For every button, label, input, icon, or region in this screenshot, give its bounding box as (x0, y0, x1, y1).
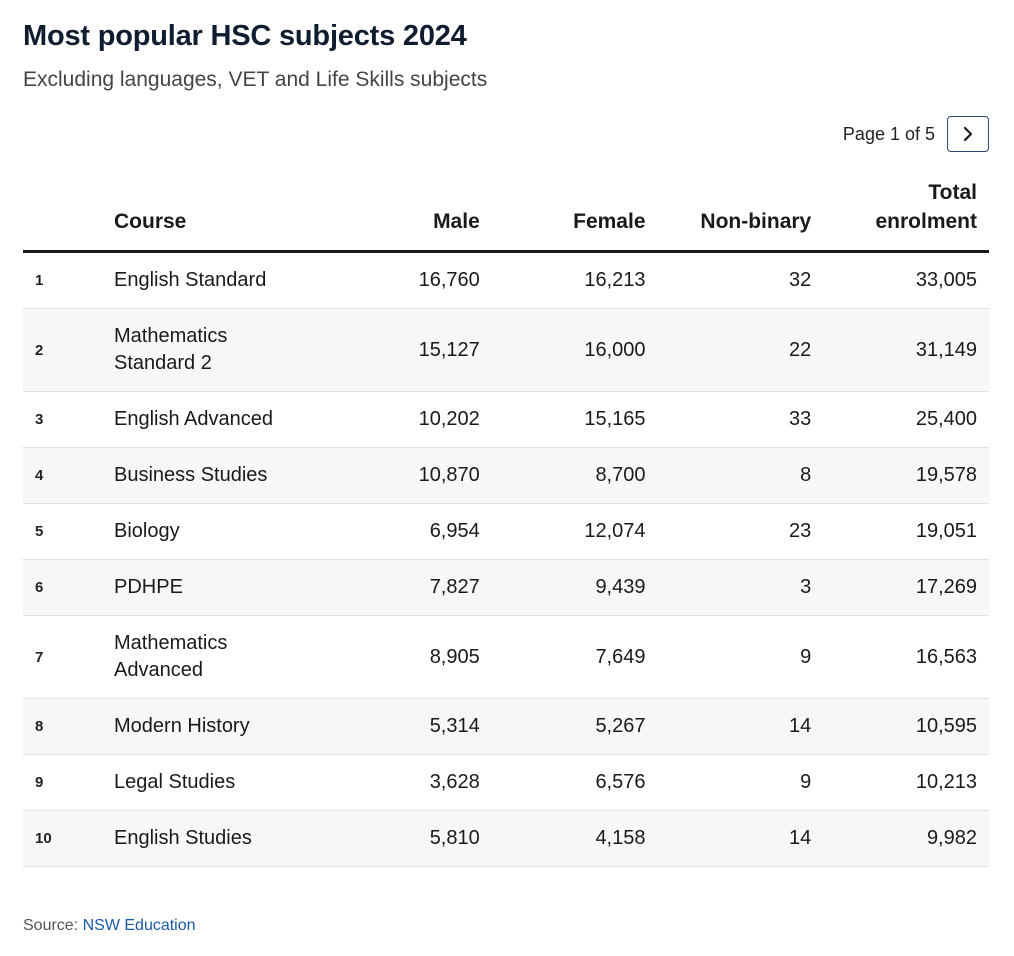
male-cell: 5,314 (326, 698, 492, 755)
rank-cell: 4 (23, 447, 90, 504)
page-indicator: Page 1 of 5 (842, 123, 935, 144)
course-cell: Biology (90, 503, 326, 560)
nonbinary-cell: 14 (657, 698, 824, 755)
table-row: 9 Legal Studies 3,628 6,576 9 10,213 (23, 754, 989, 811)
female-cell: 7,649 (491, 615, 658, 699)
rank-cell: 10 (23, 810, 90, 867)
rank-header (23, 178, 90, 253)
nonbinary-cell: 23 (657, 503, 824, 560)
chart-title: Most popular HSC subjects 2024 (23, 20, 467, 52)
female-cell: 8,700 (491, 447, 658, 504)
rank-cell: 1 (23, 251, 90, 309)
course-cell: Business Studies (90, 447, 326, 504)
chevron-right-icon (961, 126, 975, 142)
course-cell: English Studies (90, 810, 326, 867)
course-cell: Mathematics Advanced (90, 615, 326, 699)
rank-cell: 5 (23, 503, 90, 560)
female-cell: 4,158 (491, 810, 658, 867)
table-row: 10 English Studies 5,810 4,158 14 9,982 (23, 810, 989, 867)
nonbinary-cell: 32 (657, 251, 824, 309)
rank-cell: 7 (23, 615, 90, 699)
male-cell: 6,954 (326, 503, 492, 560)
total-header: Total enrolment (823, 178, 989, 253)
source-link[interactable]: NSW Education (82, 917, 196, 934)
table-row: 6 PDHPE 7,827 9,439 3 17,269 (23, 559, 989, 616)
total-cell: 17,269 (823, 559, 989, 616)
nonbinary-cell: 22 (657, 308, 824, 392)
table-row: 4 Business Studies 10,870 8,700 8 19,578 (23, 447, 989, 504)
female-cell: 9,439 (491, 559, 658, 616)
female-cell: 16,213 (491, 251, 658, 309)
pagination: Page 1 of 5 (843, 116, 989, 152)
rank-cell: 6 (23, 559, 90, 616)
next-page-button[interactable] (947, 116, 989, 152)
total-cell: 33,005 (823, 251, 989, 309)
source-label: Source: (23, 917, 79, 934)
total-cell: 16,563 (823, 615, 989, 699)
total-cell: 10,595 (823, 698, 989, 755)
nonbinary-cell: 8 (657, 447, 824, 504)
nonbinary-cell: 9 (657, 615, 824, 699)
course-cell: English Advanced (90, 391, 326, 448)
course-cell: English Standard (90, 251, 326, 309)
male-cell: 10,870 (326, 447, 492, 504)
male-cell: 15,127 (326, 308, 492, 392)
chart-subtitle: Excluding languages, VET and Life Skills… (23, 68, 488, 91)
total-cell: 9,982 (823, 810, 989, 867)
total-header-label: Total enrolment (875, 181, 977, 233)
table-row: 1 English Standard 16,760 16,213 32 33,005 (23, 251, 989, 309)
subjects-table: Course Male Female Non-binary Total enro… (23, 178, 989, 867)
table-row: 5 Biology 6,954 12,074 23 19,051 (23, 503, 989, 560)
course-cell: Mathematics Standard 2 (90, 308, 326, 392)
male-cell: 5,810 (326, 810, 492, 867)
rank-cell: 9 (23, 754, 90, 811)
male-cell: 10,202 (326, 391, 492, 448)
nonbinary-cell: 14 (657, 810, 824, 867)
total-cell: 31,149 (823, 308, 989, 392)
female-cell: 12,074 (491, 503, 658, 560)
female-cell: 16,000 (491, 308, 658, 392)
rank-cell: 2 (23, 308, 90, 392)
rank-cell: 3 (23, 391, 90, 448)
course-cell: Modern History (90, 698, 326, 755)
table-row: 7 Mathematics Advanced 8,905 7,649 9 16,563 (23, 615, 989, 699)
nonbinary-cell: 9 (657, 754, 824, 811)
female-cell: 6,576 (491, 754, 658, 811)
rank-cell: 8 (23, 698, 90, 755)
table-row: 3 English Advanced 10,202 15,165 33 25,400 (23, 391, 989, 448)
female-cell: 15,165 (491, 391, 658, 448)
total-cell: 10,213 (823, 754, 989, 811)
male-cell: 3,628 (326, 754, 492, 811)
female-header: Female (491, 178, 658, 253)
nonbinary-header: Non-binary (657, 178, 824, 253)
male-cell: 8,905 (326, 615, 492, 699)
male-cell: 7,827 (326, 559, 492, 616)
table-body: 1 English Standard 16,760 16,213 32 33,005 2 Ma… (23, 251, 989, 867)
total-cell: 19,051 (823, 503, 989, 560)
course-cell: PDHPE (90, 559, 326, 616)
female-cell: 5,267 (491, 698, 658, 755)
nonbinary-cell: 33 (657, 391, 824, 448)
source-note: Source: NSW Education (23, 917, 196, 935)
total-cell: 19,578 (823, 447, 989, 504)
course-header: Course (90, 178, 326, 253)
table-header-row: Course Male Female Non-binary Total enro… (23, 178, 989, 253)
course-cell: Legal Studies (90, 754, 326, 811)
total-cell: 25,400 (823, 391, 989, 448)
male-cell: 16,760 (326, 251, 492, 309)
nonbinary-cell: 3 (657, 559, 824, 616)
table-row: 8 Modern History 5,314 5,267 14 10,595 (23, 698, 989, 755)
table-row: 2 Mathematics Standard 2 15,127 16,000 22 31,… (23, 308, 989, 392)
male-header: Male (326, 178, 492, 253)
